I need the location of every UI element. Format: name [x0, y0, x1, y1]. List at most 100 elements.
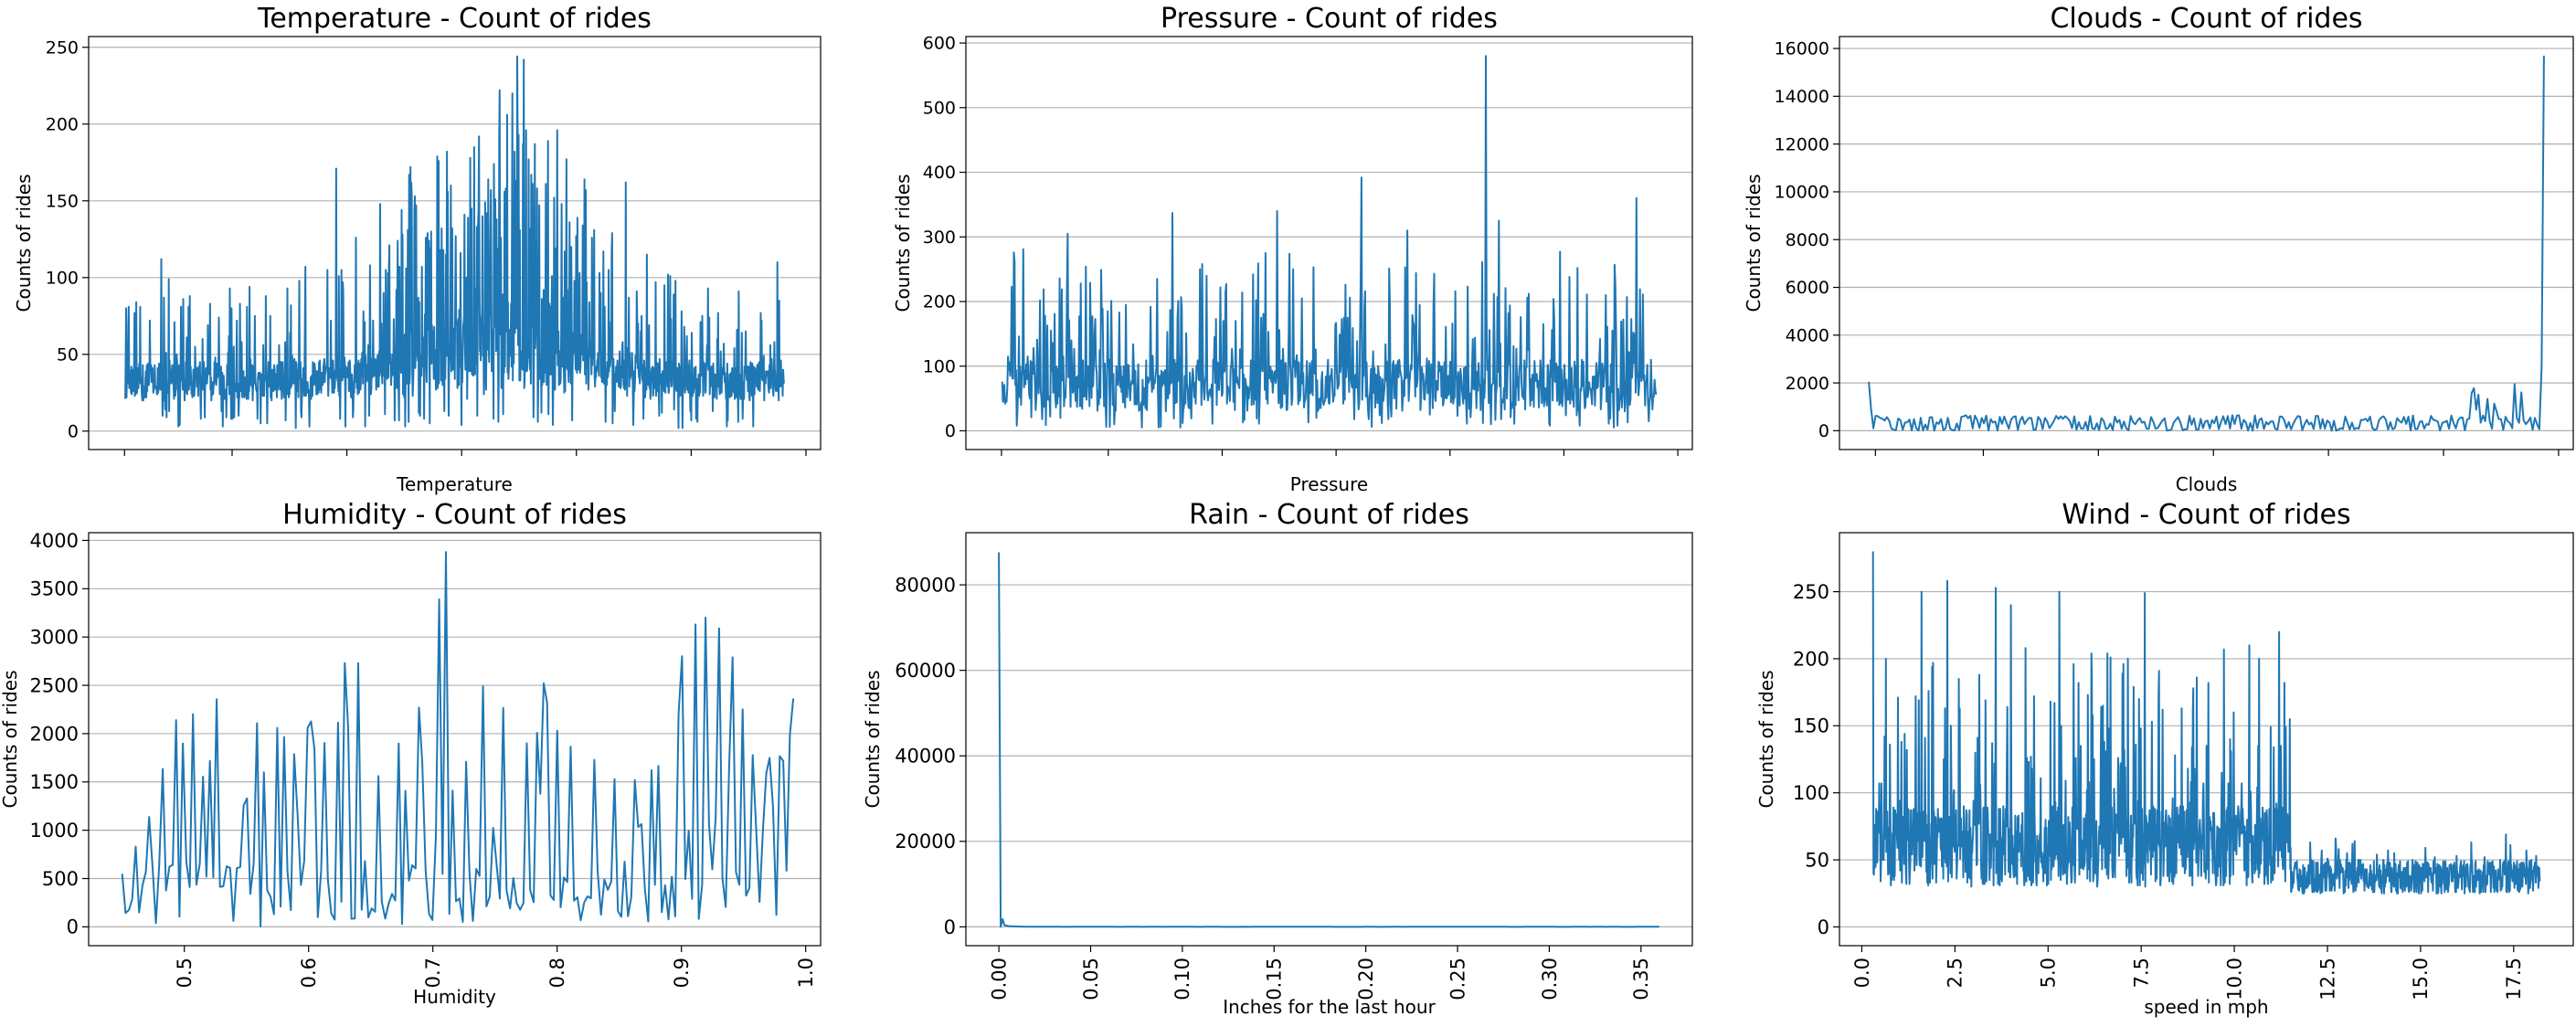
y-axis-label: Counts of rides — [892, 174, 914, 312]
chart-panel: 0 50 100 150 200 250 0.0 2.5 5.0 7.5 10.0 12.5 15.0 1… — [1755, 499, 2574, 1018]
x-tick-label: 1.0 — [795, 958, 817, 988]
x-tick-label: 2.5 — [1945, 958, 1966, 988]
y-axis-label: Counts of rides — [1755, 670, 1777, 808]
plot-frame — [1839, 532, 2574, 947]
y-tick-label: 300 — [923, 228, 956, 248]
x-tick-label: 5.0 — [2038, 958, 2060, 988]
plot-frame — [88, 36, 822, 450]
y-tick-label: 3500 — [30, 578, 79, 600]
x-tick-label: 0.20 — [1355, 958, 1377, 1001]
y-tick-label: 4000 — [1786, 325, 1829, 345]
y-tick-label: 100 — [46, 268, 79, 288]
x-tick-label: 0.7 — [422, 958, 444, 988]
x-axis-label: Inches for the last hour — [1223, 996, 1436, 1018]
chart-panel: 0 100 200 300 400 500 600 Pressure - Count of r… — [892, 3, 1693, 495]
y-tick-label: 100 — [1793, 782, 1829, 804]
x-axis-label: Pressure — [1290, 473, 1368, 495]
x-tick-label: 0.05 — [1080, 958, 1102, 1001]
x-tick-label: 0.9 — [671, 958, 693, 988]
y-tick-label: 200 — [46, 114, 79, 134]
y-tick-label: 2000 — [30, 723, 79, 745]
y-tick-label: 2500 — [30, 674, 79, 696]
x-tick-label: 0.00 — [988, 958, 1010, 1001]
y-tick-label: 50 — [1805, 849, 1829, 871]
y-tick-label: 16000 — [1775, 39, 1829, 59]
y-tick-label: 20000 — [895, 831, 956, 852]
x-tick-label: 0.0 — [1851, 958, 1873, 988]
y-tick-label: 50 — [57, 344, 79, 365]
x-tick-label: 0.5 — [174, 958, 196, 988]
y-tick-label: 80000 — [895, 574, 956, 596]
x-tick-label: 0.10 — [1171, 958, 1193, 1001]
y-axis-label: Counts of rides — [862, 670, 884, 808]
x-tick-label: 15.0 — [2410, 958, 2432, 1001]
y-tick-label: 0 — [67, 916, 79, 938]
series-line — [124, 55, 785, 429]
y-tick-label: 500 — [923, 98, 956, 118]
x-axis-label: Temperature — [396, 473, 513, 495]
x-axis-label: Humidity — [413, 986, 496, 1008]
y-tick-label: 200 — [923, 292, 956, 312]
series-line — [1001, 55, 1658, 429]
series-line — [121, 551, 795, 927]
x-axis-label: Clouds — [2176, 473, 2238, 495]
x-tick-label: 0.15 — [1264, 958, 1286, 1001]
x-tick-label: 7.5 — [2131, 958, 2153, 988]
y-axis-label: Counts of rides — [0, 670, 21, 808]
x-tick-label: 10.0 — [2223, 958, 2245, 1001]
x-axis-label: speed in mph — [2144, 996, 2268, 1018]
series-line — [1868, 55, 2545, 432]
chart-title: Clouds - Count of rides — [2050, 3, 2362, 35]
series-line — [998, 552, 1659, 928]
series-line — [1871, 551, 2541, 895]
y-tick-label: 8000 — [1786, 230, 1829, 250]
y-tick-label: 2000 — [1786, 374, 1829, 394]
chart-title: Temperature - Count of rides — [257, 3, 652, 35]
y-tick-label: 1000 — [30, 820, 79, 842]
y-tick-label: 500 — [42, 868, 79, 890]
x-tick-label: 12.5 — [2316, 958, 2338, 1001]
y-tick-label: 400 — [923, 163, 956, 183]
x-tick-label: 0.8 — [546, 958, 568, 988]
x-tick-label: 0.25 — [1447, 958, 1468, 1001]
chart-title: Wind - Count of rides — [2062, 499, 2350, 531]
x-tick-label: 17.5 — [2503, 958, 2525, 1001]
plot-frame — [965, 36, 1693, 450]
y-axis-label: Counts of rides — [13, 174, 35, 312]
y-tick-label: 250 — [46, 37, 79, 58]
plot-frame — [1839, 36, 2574, 450]
y-tick-label: 14000 — [1775, 87, 1829, 107]
chart-title: Pressure - Count of rides — [1161, 3, 1498, 35]
y-tick-label: 4000 — [30, 530, 79, 552]
x-tick-label: 0.6 — [298, 958, 320, 988]
plot-frame — [965, 532, 1693, 947]
y-tick-label: 600 — [923, 34, 956, 54]
y-tick-label: 0 — [944, 916, 956, 938]
x-tick-label: 0.30 — [1539, 958, 1561, 1001]
y-tick-label: 0 — [1818, 421, 1829, 441]
chart-title: Humidity - Count of rides — [282, 499, 627, 531]
chart-panel: 0 50 100 150 200 250 Temperature - Count of ri… — [13, 3, 822, 495]
y-tick-label: 40000 — [895, 746, 956, 768]
y-tick-label: 250 — [1793, 581, 1829, 603]
y-tick-label: 6000 — [1786, 278, 1829, 298]
y-axis-label: Counts of rides — [1743, 174, 1765, 312]
chart-panel: 0 500 1000 1500 2000 2500 3000 3500 4000 0.5 0.6 0.… — [0, 499, 822, 1008]
chart-panel: 0 20000 40000 60000 80000 0.00 0.05 0.10 0.15 0.2… — [862, 499, 1693, 1018]
y-tick-label: 100 — [923, 356, 956, 376]
y-tick-label: 1500 — [30, 771, 79, 793]
y-tick-label: 0 — [945, 421, 956, 441]
y-tick-label: 0 — [68, 421, 79, 441]
y-tick-label: 150 — [1793, 715, 1829, 737]
plot-frame — [88, 532, 822, 947]
chart-title: Rain - Count of rides — [1189, 499, 1469, 531]
y-tick-label: 150 — [46, 191, 79, 211]
y-tick-label: 10000 — [1775, 183, 1829, 203]
y-tick-label: 200 — [1793, 648, 1829, 670]
y-tick-label: 60000 — [895, 660, 956, 682]
x-tick-label: 0.35 — [1630, 958, 1652, 1001]
y-tick-label: 12000 — [1775, 134, 1829, 154]
chart-panel: 0 2000 4000 6000 8000 10000 12000 14000 16000 Clo… — [1743, 3, 2574, 495]
y-tick-label: 3000 — [30, 627, 79, 649]
